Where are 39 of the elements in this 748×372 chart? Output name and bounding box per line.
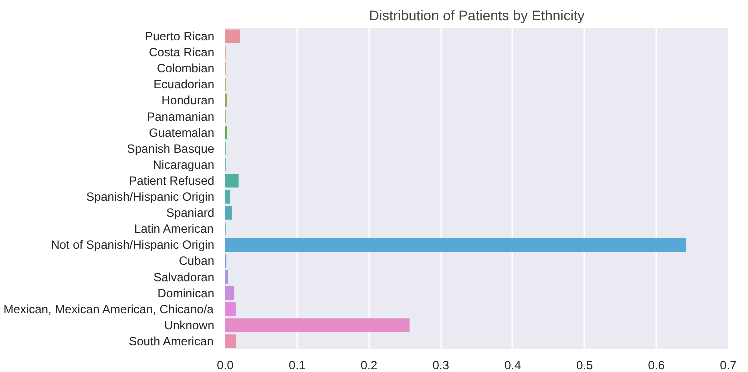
bar [226,238,687,252]
y-tick-label: Cuban [179,254,215,268]
x-tick-label: 0.0 [217,358,234,372]
bar [226,302,236,316]
y-tick-label: Not of Spanish/Hispanic Origin [51,238,215,252]
x-tick-label: 0.7 [720,358,738,372]
x-tick-label: 0.3 [432,358,450,372]
x-tick-label: 0.6 [648,358,666,372]
bar [226,174,239,188]
x-tick-label: 0.4 [504,358,522,372]
y-tick-label: Puerto Rican [145,30,215,44]
y-tick-label: South American [129,334,214,348]
y-tick-label: Unknown [164,318,215,332]
y-tick-label: Colombian [157,62,215,76]
bar [226,270,228,284]
y-tick-label: Spanish Basque [127,142,215,156]
bar [226,190,230,204]
x-tick-label: 0.1 [289,358,306,372]
y-tick-label: Latin American [134,222,214,236]
y-tick-label: Spanish/Hispanic Origin [86,190,214,204]
y-tick-label: Honduran [162,94,215,108]
y-tick-label: Dominican [158,286,215,300]
y-tick-label: Spaniard [166,206,215,220]
bar [226,206,232,220]
y-tick-label: Panamanian [147,110,215,124]
y-tick-label: Ecuadorian [154,78,215,92]
bar [226,30,240,44]
bar [226,286,235,300]
y-tick-label: Guatemalan [149,126,214,140]
bar [226,318,410,332]
chart-title: Distribution of Patients by Ethnicity [369,8,585,24]
x-tick-label: 0.5 [576,358,594,372]
y-tick-label: Patient Refused [129,174,214,188]
y-tick-label: Nicaraguan [153,158,215,172]
y-tick-label: Salvadoran [154,270,215,284]
y-tick-label: Costa Rican [149,46,215,60]
x-tick-label: 0.2 [360,358,378,372]
y-tick-label: Mexican, Mexican American, Chicano/a [4,302,214,316]
bar [226,334,236,348]
